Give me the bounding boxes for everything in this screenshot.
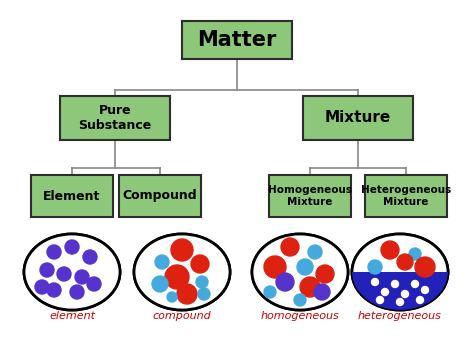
Circle shape [392,281,399,288]
Circle shape [314,284,330,300]
Circle shape [368,260,382,274]
Text: Homogeneous
Mixture: Homogeneous Mixture [268,185,352,207]
FancyBboxPatch shape [31,175,113,217]
Circle shape [297,259,313,275]
Text: Compound: Compound [123,190,197,202]
Circle shape [47,245,61,259]
Circle shape [401,291,409,298]
FancyBboxPatch shape [269,175,351,217]
Circle shape [409,248,421,260]
FancyBboxPatch shape [365,175,447,217]
FancyBboxPatch shape [119,175,201,217]
Circle shape [167,292,177,302]
Circle shape [177,284,197,304]
Text: element: element [49,311,95,321]
Text: heterogeneous: heterogeneous [358,311,442,321]
Circle shape [65,240,79,254]
Circle shape [417,297,423,303]
Circle shape [171,239,193,261]
Circle shape [40,263,54,277]
Circle shape [308,245,322,259]
Circle shape [196,276,208,288]
Circle shape [198,288,210,300]
Circle shape [75,270,89,284]
Circle shape [264,286,276,298]
Ellipse shape [24,234,120,310]
Ellipse shape [134,234,230,310]
Circle shape [382,289,389,295]
Circle shape [70,285,84,299]
Text: homogeneous: homogeneous [261,311,339,321]
Ellipse shape [134,234,230,310]
Text: Matter: Matter [197,30,277,50]
FancyBboxPatch shape [182,21,292,59]
Circle shape [381,241,399,259]
FancyBboxPatch shape [303,96,413,140]
Circle shape [396,299,403,306]
Circle shape [376,297,383,303]
Circle shape [83,250,97,264]
Polygon shape [352,272,448,310]
Circle shape [276,273,294,291]
Circle shape [155,255,169,269]
Circle shape [191,255,209,273]
FancyBboxPatch shape [60,96,170,140]
Ellipse shape [252,234,348,310]
Circle shape [397,254,413,270]
Circle shape [87,277,101,291]
Ellipse shape [24,234,120,310]
Circle shape [294,294,306,306]
Circle shape [152,276,168,292]
Circle shape [281,238,299,256]
Circle shape [264,256,286,278]
Circle shape [57,267,71,281]
Circle shape [316,265,334,283]
Text: Element: Element [43,190,100,202]
Ellipse shape [352,234,448,310]
Text: compound: compound [153,311,211,321]
Text: Pure
Substance: Pure Substance [78,104,152,132]
Ellipse shape [252,234,348,310]
Circle shape [47,283,61,297]
Circle shape [411,281,419,288]
Circle shape [421,286,428,293]
Circle shape [35,280,49,294]
Circle shape [415,257,435,277]
Text: Heterogeneous
Mixture: Heterogeneous Mixture [361,185,451,207]
Circle shape [165,265,189,289]
Text: Mixture: Mixture [325,110,391,126]
Circle shape [300,277,320,297]
Circle shape [372,279,379,285]
